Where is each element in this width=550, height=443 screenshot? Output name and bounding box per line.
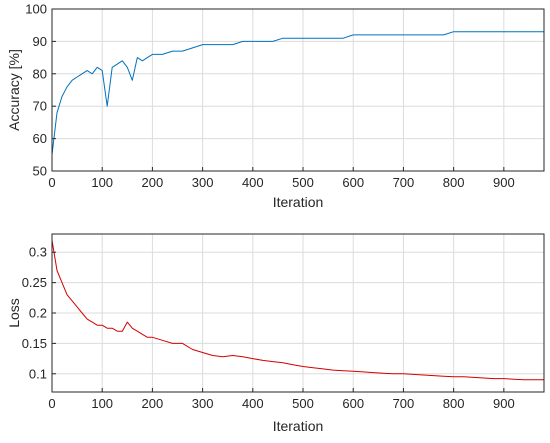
loss-x-tick-label: 800	[443, 396, 465, 411]
accuracy-x-tick-label: 800	[443, 175, 465, 190]
loss-x-label: Iteration	[273, 418, 324, 434]
accuracy-x-tick-label: 700	[393, 175, 415, 190]
accuracy-y-label: Accuracy [%]	[6, 49, 22, 131]
accuracy-axes-box	[51, 8, 545, 172]
accuracy-y-tick-label: 50	[33, 164, 47, 179]
loss-grid	[51, 234, 544, 392]
accuracy-x-tick-label: 600	[342, 175, 364, 190]
loss-x-tick-label: 300	[192, 396, 214, 411]
loss-x-tick-label: 900	[493, 396, 515, 411]
accuracy-y-tick-label: 100	[25, 2, 47, 17]
accuracy-x-label: Iteration	[273, 194, 324, 210]
accuracy-plot-area	[52, 9, 544, 171]
loss-panel: 0 100 200 300 400 500 600 700 800 900 0.10.150.20…	[6, 233, 545, 434]
loss-x-tick-label: 700	[393, 396, 415, 411]
loss-y-label: Loss	[6, 298, 22, 328]
loss-y-tick-label: 0.25	[22, 275, 47, 290]
loss-line	[51, 240, 544, 381]
loss-y-tick-label: 0.15	[22, 336, 47, 351]
accuracy-x-tick-label: 0	[48, 175, 55, 190]
accuracy-x-tick-label: 500	[292, 175, 314, 190]
accuracy-x-tick-label: 900	[493, 175, 515, 190]
loss-y-ticks: 0.1 0.15 0.2 0.25 0.3	[22, 245, 56, 381]
accuracy-x-tick-label: 100	[91, 175, 113, 190]
accuracy-y-tick-label: 70	[33, 99, 47, 114]
loss-x-tick-label: 200	[142, 396, 164, 411]
accuracy-y-tick-label: 90	[33, 34, 47, 49]
accuracy-x-tick-label: 300	[192, 175, 214, 190]
loss-x-tick-label: 600	[342, 396, 364, 411]
loss-y-tick-label: 0.1	[29, 366, 47, 381]
loss-x-tick-label: 100	[91, 396, 113, 411]
accuracy-panel: 0 100 200 300 400 500 600 700 800 900 50 60 70 80 90 1…	[6, 2, 545, 210]
loss-y-tick-label: 0.2	[29, 306, 47, 321]
accuracy-y-ticks: 50 60 70 80 90 100	[25, 2, 56, 179]
accuracy-x-tick-label: 200	[142, 175, 164, 190]
loss-x-tick-label: 400	[242, 396, 264, 411]
loss-x-tick-label: 0	[48, 396, 55, 411]
accuracy-x-tick-label: 400	[242, 175, 264, 190]
accuracy-y-tick-label: 80	[33, 66, 47, 81]
accuracy-x-ticks: 0 100 200 300 400 500 600 700 800 900	[48, 167, 515, 190]
loss-x-ticks: 0 100 200 300 400 500 600 700 800 900	[48, 388, 515, 411]
loss-x-tick-label: 500	[292, 396, 314, 411]
accuracy-line	[51, 31, 544, 155]
accuracy-y-tick-label: 60	[33, 131, 47, 146]
loss-y-tick-label: 0.3	[29, 245, 47, 260]
